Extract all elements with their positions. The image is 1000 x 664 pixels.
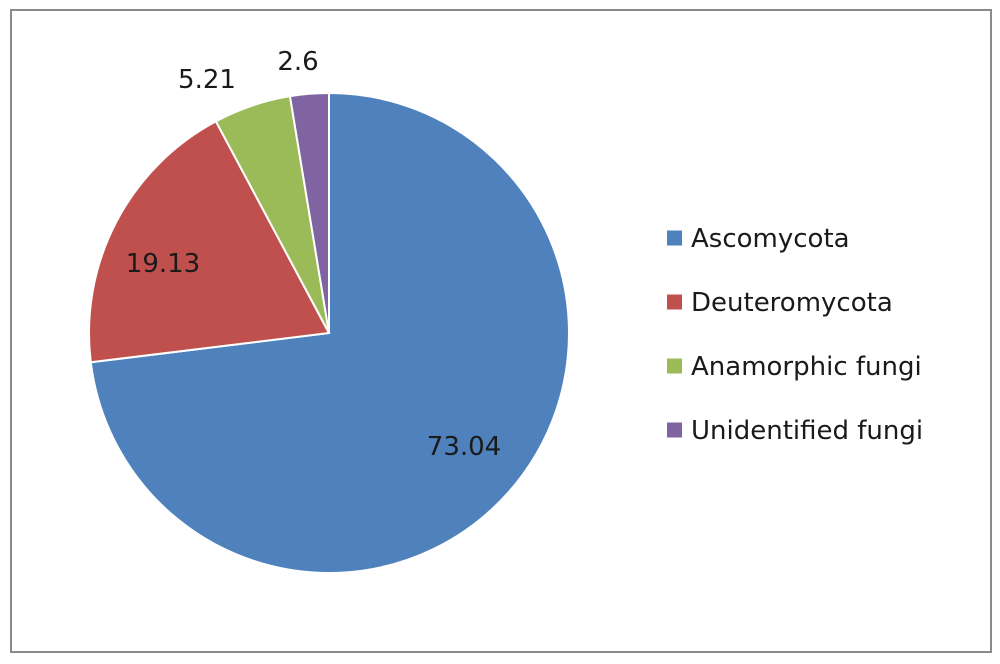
data-labels: 73.04 19.13 5.21 2.6 <box>126 47 501 462</box>
legend: Ascomycota Deuteromycota Anamorphic fungi U… <box>667 224 923 446</box>
pie-slice-unidentified-fungi <box>288 91 330 334</box>
data-label-anamorphic-fungi: 5.21 <box>178 65 236 95</box>
legend-label-ascomycota: Ascomycota <box>691 224 850 254</box>
legend-swatch-ascomycota <box>667 230 682 246</box>
pie-slice-deuteromycota <box>88 119 331 364</box>
legend-swatch-deuteromycota <box>667 294 682 310</box>
data-label-deuteromycota: 19.13 <box>126 249 200 279</box>
data-label-unidentified-fungi: 2.6 <box>277 47 318 77</box>
legend-label-deuteromycota: Deuteromycota <box>691 288 893 318</box>
legend-swatch-unidentified-fungi <box>667 422 682 438</box>
legend-label-unidentified-fungi: Unidentified fungi <box>691 416 923 446</box>
legend-label-anamorphic-fungi: Anamorphic fungi <box>691 352 922 382</box>
legend-swatch-anamorphic-fungi <box>667 358 682 374</box>
pie-slices <box>88 91 570 574</box>
data-label-ascomycota: 73.04 <box>427 432 501 462</box>
